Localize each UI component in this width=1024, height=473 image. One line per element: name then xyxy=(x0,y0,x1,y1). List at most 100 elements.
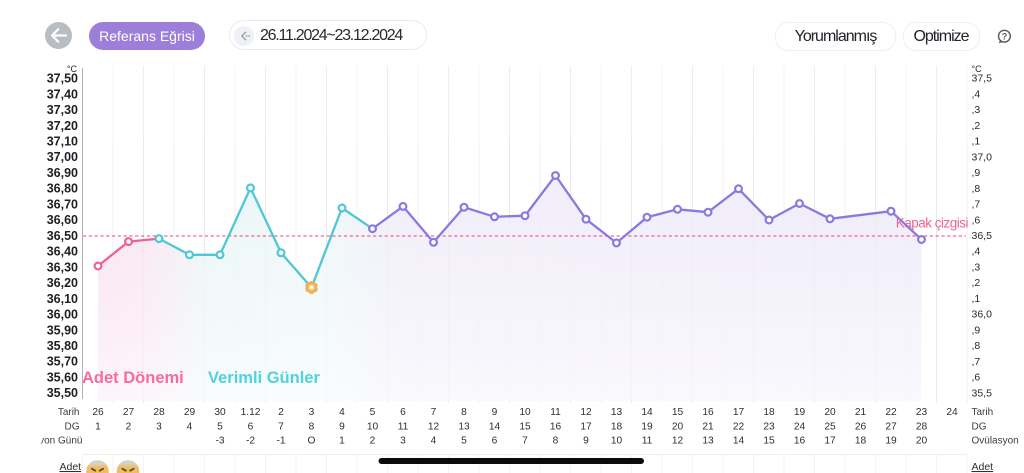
svg-text:27: 27 xyxy=(123,407,135,418)
svg-text:,3: ,3 xyxy=(972,104,981,116)
svg-text:24: 24 xyxy=(794,421,806,432)
svg-text:12: 12 xyxy=(580,407,592,418)
svg-text:3: 3 xyxy=(400,435,406,446)
svg-text:35,60: 35,60 xyxy=(47,371,78,385)
svg-text:16: 16 xyxy=(702,407,714,418)
svg-text:°C: °C xyxy=(67,64,78,74)
svg-text:,1: ,1 xyxy=(972,293,981,305)
svg-text:19: 19 xyxy=(794,407,806,418)
svg-text:37,00: 37,00 xyxy=(47,150,78,164)
svg-text:35,70: 35,70 xyxy=(47,355,78,369)
svg-text:25: 25 xyxy=(824,421,836,432)
svg-text:2: 2 xyxy=(126,421,132,432)
svg-text:10: 10 xyxy=(519,407,531,418)
svg-text:37,50: 37,50 xyxy=(47,72,78,86)
svg-text:5: 5 xyxy=(370,407,376,418)
svg-text:Adet: Adet xyxy=(972,461,994,473)
svg-text:37,10: 37,10 xyxy=(47,135,78,149)
svg-text:16: 16 xyxy=(550,421,562,432)
svg-text:8: 8 xyxy=(461,407,467,418)
svg-text:18: 18 xyxy=(611,421,623,432)
svg-text:2: 2 xyxy=(278,407,284,418)
svg-text:4: 4 xyxy=(187,421,193,432)
svg-text:3: 3 xyxy=(309,407,315,418)
svg-text:Adet: Adet xyxy=(60,461,82,473)
svg-text:19: 19 xyxy=(641,421,653,432)
svg-text:12: 12 xyxy=(428,421,440,432)
svg-text:2: 2 xyxy=(370,435,376,446)
svg-text:6: 6 xyxy=(492,435,498,446)
svg-text:10: 10 xyxy=(611,435,623,446)
svg-text:36,5: 36,5 xyxy=(972,230,993,242)
svg-text:20: 20 xyxy=(824,407,836,418)
svg-text:36,50: 36,50 xyxy=(47,229,78,243)
svg-text:21: 21 xyxy=(855,407,867,418)
svg-text:,8: ,8 xyxy=(972,340,981,352)
svg-text:?: ? xyxy=(1002,31,1008,41)
svg-text:Tarih: Tarih xyxy=(58,407,80,418)
svg-text:22: 22 xyxy=(885,407,897,418)
svg-text:18: 18 xyxy=(763,407,775,418)
svg-text:4: 4 xyxy=(339,407,345,418)
svg-text:16: 16 xyxy=(794,435,806,446)
svg-text:19: 19 xyxy=(885,435,897,446)
svg-text:36,0: 36,0 xyxy=(972,309,993,321)
svg-text:,6: ,6 xyxy=(972,214,981,226)
svg-text:-2: -2 xyxy=(246,435,255,446)
svg-text:30: 30 xyxy=(214,407,226,418)
svg-text:36,10: 36,10 xyxy=(47,292,78,306)
svg-text:15: 15 xyxy=(672,407,684,418)
svg-text:7: 7 xyxy=(522,435,528,446)
svg-text:15: 15 xyxy=(763,435,775,446)
svg-text:14: 14 xyxy=(641,407,653,418)
svg-text:6: 6 xyxy=(248,421,254,432)
svg-text:11: 11 xyxy=(642,435,653,446)
svg-text:17: 17 xyxy=(824,435,836,446)
svg-text:36,90: 36,90 xyxy=(47,166,78,180)
svg-text:28: 28 xyxy=(153,407,165,418)
svg-text:9: 9 xyxy=(583,435,589,446)
svg-text:37,5: 37,5 xyxy=(972,73,993,85)
svg-text:13: 13 xyxy=(611,407,623,418)
svg-text:36,00: 36,00 xyxy=(47,308,78,322)
svg-text:28: 28 xyxy=(916,421,928,432)
svg-text:,7: ,7 xyxy=(972,199,981,211)
svg-text:DG: DG xyxy=(65,421,80,432)
svg-text:21: 21 xyxy=(702,421,714,432)
svg-text:3: 3 xyxy=(156,421,162,432)
svg-text:36,80: 36,80 xyxy=(47,182,78,196)
svg-text:5: 5 xyxy=(461,435,467,446)
svg-text:37,20: 37,20 xyxy=(47,119,78,133)
svg-text:37,30: 37,30 xyxy=(47,103,78,117)
svg-text:35,5: 35,5 xyxy=(972,387,993,399)
svg-text:14: 14 xyxy=(489,421,501,432)
svg-text:Tarih: Tarih xyxy=(972,407,994,418)
svg-text:,9: ,9 xyxy=(972,167,981,179)
svg-text:DG: DG xyxy=(972,421,987,432)
svg-text:17: 17 xyxy=(733,407,745,418)
svg-text:11: 11 xyxy=(550,407,561,418)
svg-text:,7: ,7 xyxy=(972,356,981,368)
svg-text:,6: ,6 xyxy=(972,372,981,384)
svg-text:8: 8 xyxy=(309,421,315,432)
svg-text:,2: ,2 xyxy=(972,120,981,132)
svg-text:Kapak çizgisi: Kapak çizgisi xyxy=(896,216,969,231)
svg-text:37,0: 37,0 xyxy=(972,151,993,163)
svg-text:Adet Dönemi: Adet Dönemi xyxy=(82,369,184,387)
svg-text:23: 23 xyxy=(763,421,775,432)
svg-text:4: 4 xyxy=(431,435,437,446)
svg-text:35,80: 35,80 xyxy=(47,339,78,353)
svg-text:13: 13 xyxy=(458,421,470,432)
svg-text:,4: ,4 xyxy=(972,246,981,258)
svg-text:9: 9 xyxy=(339,421,345,432)
svg-text:37,40: 37,40 xyxy=(47,87,78,101)
svg-text:24: 24 xyxy=(946,407,958,418)
svg-text:11: 11 xyxy=(398,421,409,432)
svg-text:15: 15 xyxy=(519,421,531,432)
svg-text:22: 22 xyxy=(733,421,745,432)
svg-text:10: 10 xyxy=(367,421,379,432)
svg-text:1.12: 1.12 xyxy=(241,407,261,418)
svg-text:9: 9 xyxy=(492,407,498,418)
svg-text:1: 1 xyxy=(339,435,345,446)
svg-text:Ovülasyon: Ovülasyon xyxy=(972,435,1019,446)
